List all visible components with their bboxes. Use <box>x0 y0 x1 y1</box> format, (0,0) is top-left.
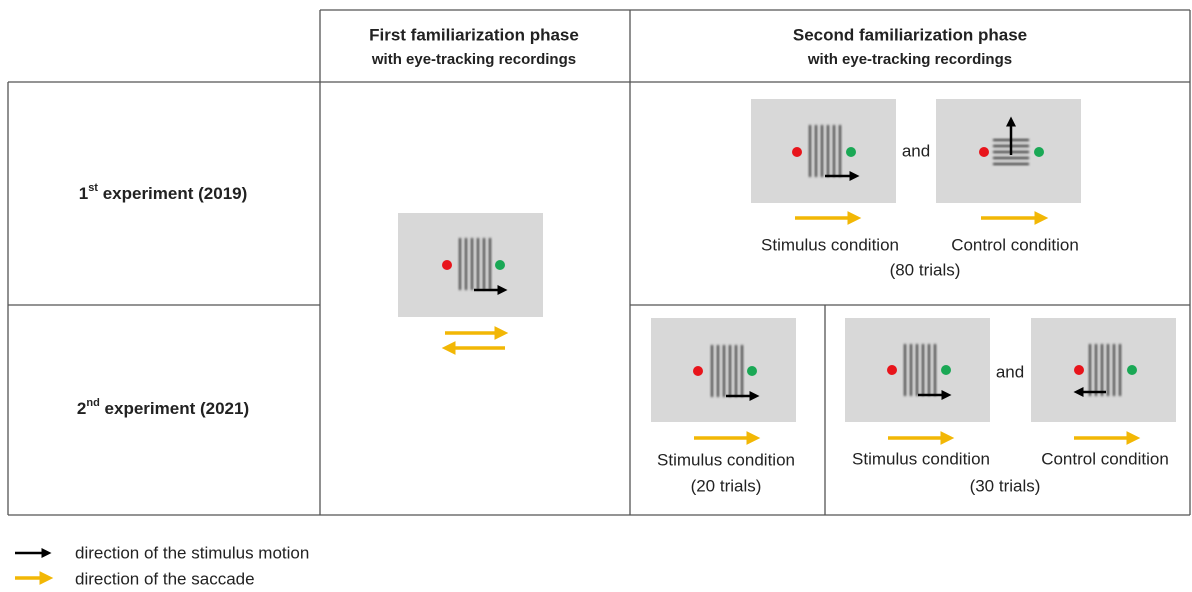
legend-label: direction of the stimulus motion <box>75 543 309 562</box>
condition-label: Stimulus condition <box>761 235 899 254</box>
header-subtitle: with eye-tracking recordings <box>807 51 1012 68</box>
row-label-text: experiment (2019) <box>98 184 247 203</box>
header-title: Second familiarization phase <box>793 25 1027 44</box>
row-label-text: experiment (2021) <box>100 399 249 418</box>
ordinal: 1 <box>79 184 88 203</box>
row-label: 1st experiment (2019) <box>79 182 248 204</box>
header-subtitle: with eye-tracking recordings <box>371 51 576 68</box>
stimulus-panel <box>751 99 896 203</box>
ordinal-suffix: nd <box>86 397 99 409</box>
trials-label: (80 trials) <box>890 260 961 279</box>
ordinal: 2 <box>77 399 86 418</box>
control-panel <box>936 99 1081 203</box>
control-panel <box>1031 318 1176 422</box>
header-title: First familiarization phase <box>369 25 579 44</box>
table-lines <box>7 9 1191 516</box>
trials-label: (30 trials) <box>970 476 1041 495</box>
conjunction: and <box>902 141 930 160</box>
legend-label: direction of the saccade <box>75 569 255 588</box>
condition-label: Stimulus condition <box>852 449 990 468</box>
row-label: 2nd experiment (2021) <box>77 397 249 419</box>
ordinal-suffix: st <box>88 182 98 194</box>
stimulus-panel <box>398 213 543 317</box>
trials-label: (20 trials) <box>691 476 762 495</box>
stimulus-panel <box>845 318 990 422</box>
condition-label: Control condition <box>1041 449 1169 468</box>
condition-label: Stimulus condition <box>657 450 795 469</box>
conjunction: and <box>996 362 1024 381</box>
stimulus-panel <box>651 318 796 422</box>
condition-label: Control condition <box>951 235 1079 254</box>
